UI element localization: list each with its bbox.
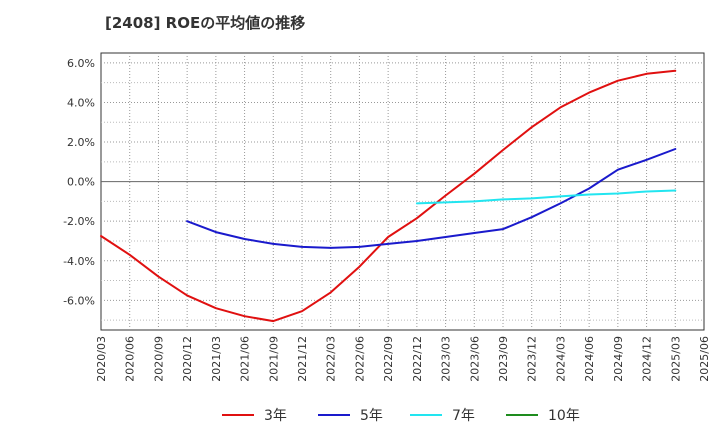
- series-line-3年: [100, 69, 677, 323]
- x-tick-label: 2024/09: [612, 336, 625, 382]
- y-tick-label: 6.0%: [67, 57, 95, 70]
- x-tick-label: 2023/12: [526, 336, 539, 382]
- x-tick-label: 2022/03: [325, 336, 338, 382]
- x-tick-label: 2025/03: [669, 336, 682, 382]
- x-tick-label: 2024/12: [641, 336, 654, 382]
- series-line-7年: [415, 189, 677, 205]
- plot-area: [100, 52, 705, 331]
- legend-label: 5年: [360, 408, 383, 424]
- legend-label: 3年: [264, 408, 287, 424]
- x-tick-label: 2020/06: [124, 336, 137, 382]
- x-tick-label: 2022/06: [353, 336, 366, 382]
- x-tick-label: 2023/03: [440, 336, 453, 382]
- x-tick-label: 2020/12: [181, 336, 194, 382]
- y-tick-label: -4.0%: [63, 255, 95, 268]
- x-tick-label: 2020/03: [95, 336, 108, 382]
- series-line-5年: [186, 148, 677, 249]
- x-tick-label: 2021/06: [239, 336, 252, 382]
- x-tick-label: 2025/06: [698, 336, 711, 382]
- x-tick-label: 2024/06: [583, 336, 596, 382]
- chart-title: [2408] ROEの平均値の推移: [105, 14, 306, 32]
- x-tick-label: 2023/09: [497, 336, 510, 382]
- y-tick-label: -6.0%: [63, 294, 95, 307]
- y-tick-label: -2.0%: [63, 215, 95, 228]
- y-tick-label: 2.0%: [67, 136, 95, 149]
- legend-label: 7年: [452, 408, 475, 424]
- x-tick-label: 2022/09: [382, 336, 395, 382]
- x-tick-label: 2020/09: [152, 336, 165, 382]
- grid-lines: [101, 53, 704, 330]
- y-tick-label: 4.0%: [67, 96, 95, 109]
- legend: 3年 5年 7年 10年: [222, 408, 580, 424]
- x-axis-ticks: 2020/03 2020/06 2020/09 2020/12 2021/03 2021/…: [95, 336, 711, 382]
- y-axis-ticks: 6.0% 4.0% 2.0% 0.0% -2.0% -4.0% -6.0%: [63, 57, 95, 307]
- y-tick-label: 0.0%: [67, 176, 95, 189]
- x-tick-label: 2022/12: [411, 336, 424, 382]
- x-tick-label: 2024/03: [554, 336, 567, 382]
- x-tick-label: 2021/12: [296, 336, 309, 382]
- x-tick-label: 2021/03: [210, 336, 223, 382]
- series-lines: [100, 69, 677, 323]
- legend-label: 10年: [548, 408, 580, 424]
- x-tick-label: 2023/06: [468, 336, 481, 382]
- x-tick-label: 2021/09: [267, 336, 280, 382]
